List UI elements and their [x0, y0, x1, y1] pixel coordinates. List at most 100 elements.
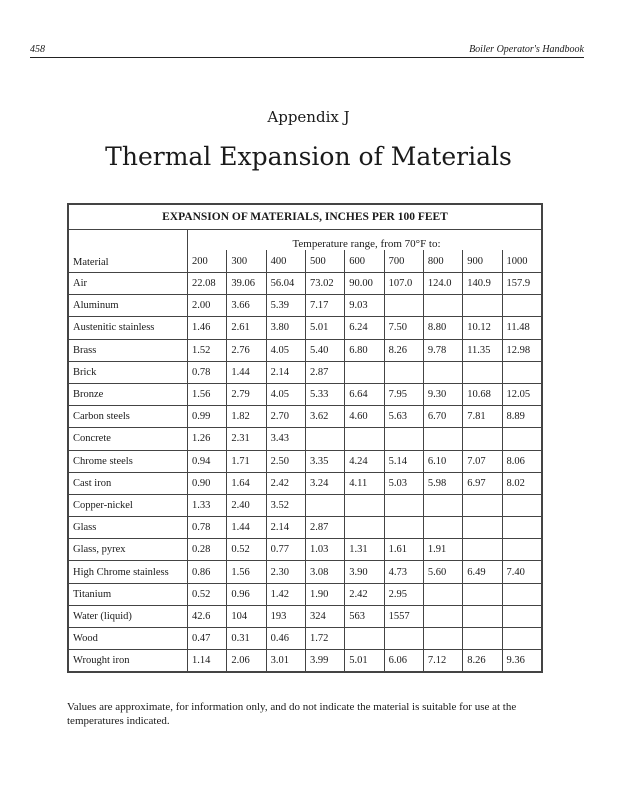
material-cell: Copper-nickel: [67, 493, 188, 518]
material-cell: Chrome steels: [67, 449, 188, 473]
value-cell: [422, 294, 464, 318]
material-cell: Concrete: [67, 427, 188, 451]
value-cell: 2.40: [226, 493, 267, 518]
value-cell: [304, 493, 346, 518]
temperature-header: 200: [186, 250, 228, 273]
value-cell: 1.91: [422, 538, 464, 562]
value-cell: 3.43: [265, 427, 306, 451]
book-title: Boiler Operator's Handbook: [469, 44, 584, 55]
value-cell: 2.06: [226, 649, 267, 673]
value-cell: 3.52: [265, 493, 306, 518]
value-cell: 0.78: [186, 516, 228, 540]
value-cell: 39.06: [226, 271, 267, 296]
value-cell: 10.68: [462, 382, 503, 407]
value-cell: 1.64: [226, 471, 267, 495]
value-cell: 2.42: [344, 582, 385, 606]
value-cell: 2.76: [226, 338, 267, 362]
value-cell: 12.05: [501, 382, 543, 407]
value-cell: 3.62: [304, 405, 346, 429]
value-cell: 1.56: [186, 382, 228, 407]
material-cell: High Chrome stainless: [67, 560, 188, 584]
table-row: Concrete 1.26 2.31 3.43: [67, 427, 543, 451]
value-cell: [344, 516, 385, 540]
value-cell: [422, 604, 464, 629]
value-cell: 7.07: [462, 449, 503, 473]
table-row: Water (liquid) 42.6 104 193 324 563 1557: [67, 604, 543, 629]
value-cell: 4.24: [344, 449, 385, 473]
value-cell: 5.33: [304, 382, 346, 407]
value-cell: 0.52: [226, 538, 267, 562]
value-cell: 11.48: [501, 316, 543, 340]
value-cell: 1.90: [304, 582, 346, 606]
material-cell: Glass, pyrex: [67, 538, 188, 562]
value-cell: 9.03: [344, 294, 385, 318]
value-cell: 5.39: [265, 294, 306, 318]
value-cell: [422, 626, 464, 651]
material-cell: Glass: [67, 516, 188, 540]
table-row: Cast iron 0.90 1.64 2.42 3.24 4.11 5.03 5.98 6.9…: [67, 471, 543, 495]
value-cell: 2.61: [226, 316, 267, 340]
value-cell: 5.01: [304, 316, 346, 340]
value-cell: 1.71: [226, 449, 267, 473]
value-cell: 12.98: [501, 338, 543, 362]
value-cell: 1.82: [226, 405, 267, 429]
value-cell: 6.24: [344, 316, 385, 340]
value-cell: 8.80: [422, 316, 464, 340]
value-cell: [462, 360, 503, 384]
table-row: High Chrome stainless 0.86 1.56 2.30 3.08 3.9…: [67, 560, 543, 584]
value-cell: 1.72: [304, 626, 346, 651]
material-cell: Titanium: [67, 582, 188, 606]
material-header: Material: [67, 229, 188, 273]
value-cell: 2.14: [265, 360, 306, 384]
material-cell: Water (liquid): [67, 604, 188, 629]
table-row: Chrome steels 0.94 1.71 2.50 3.35 4.24 5.14 6.1…: [67, 449, 543, 473]
value-cell: 6.80: [344, 338, 385, 362]
value-cell: 0.47: [186, 626, 228, 651]
value-cell: 3.08: [304, 560, 346, 584]
material-cell: Cast iron: [67, 471, 188, 495]
table-row: Aluminum 2.00 3.66 5.39 7.17 9.03: [67, 294, 543, 318]
value-cell: 8.02: [501, 471, 543, 495]
value-cell: 2.87: [304, 516, 346, 540]
value-cell: 107.0: [383, 271, 424, 296]
table-row: Wrought iron 1.14 2.06 3.01 3.99 5.01 6.06 7.12…: [67, 649, 543, 673]
temperature-header: 300: [226, 250, 267, 273]
value-cell: 8.26: [383, 338, 424, 362]
value-cell: 1.26: [186, 427, 228, 451]
value-cell: [501, 294, 543, 318]
value-cell: 3.01: [265, 649, 306, 673]
material-cell: Carbon steels: [67, 405, 188, 429]
value-cell: 4.05: [265, 382, 306, 407]
value-cell: 0.31: [226, 626, 267, 651]
temperature-header: 1000: [501, 250, 543, 273]
value-cell: 1.52: [186, 338, 228, 362]
value-cell: 1557: [383, 604, 424, 629]
table-row: Copper-nickel 1.33 2.40 3.52: [67, 493, 543, 518]
value-cell: [501, 360, 543, 384]
value-cell: [501, 493, 543, 518]
value-cell: 9.78: [422, 338, 464, 362]
table-row: Brick 0.78 1.44 2.14 2.87: [67, 360, 543, 384]
value-cell: [383, 516, 424, 540]
value-cell: 3.90: [344, 560, 385, 584]
value-cell: 3.66: [226, 294, 267, 318]
temperature-range-label: Temperature range, from 70°F to:: [187, 229, 543, 250]
value-cell: [383, 493, 424, 518]
value-cell: [501, 427, 543, 451]
table-row: Brass 1.52 2.76 4.05 5.40 6.80 8.26 9.78 11.35 12…: [67, 338, 543, 362]
value-cell: 2.50: [265, 449, 306, 473]
table-row: Glass, pyrex 0.28 0.52 0.77 1.03 1.31 1.61 1.91: [67, 538, 543, 562]
value-cell: [501, 516, 543, 540]
value-cell: 3.24: [304, 471, 346, 495]
value-cell: 4.11: [344, 471, 385, 495]
table-row: Austenitic stainless 1.46 2.61 3.80 5.01 6.24…: [67, 316, 543, 340]
value-cell: 0.99: [186, 405, 228, 429]
material-cell: Aluminum: [67, 294, 188, 318]
value-cell: 0.78: [186, 360, 228, 384]
value-cell: [501, 626, 543, 651]
value-cell: 11.35: [462, 338, 503, 362]
value-cell: 1.44: [226, 516, 267, 540]
value-cell: 1.03: [304, 538, 346, 562]
value-cell: 124.0: [422, 271, 464, 296]
value-cell: [501, 582, 543, 606]
